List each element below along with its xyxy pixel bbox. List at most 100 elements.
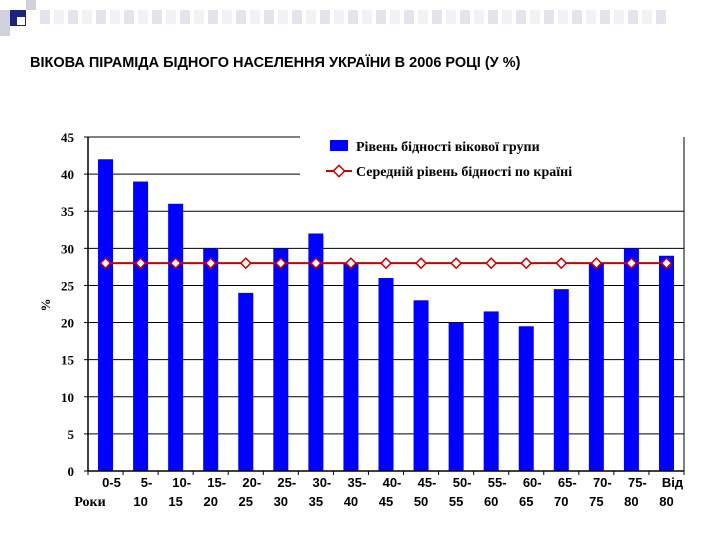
deco-tile [194,10,204,24]
deco-tile [166,10,176,24]
deco-tile [656,10,666,24]
y-tick-label: 45 [61,130,75,145]
deco-tile [320,10,330,24]
average-line-series [99,257,673,270]
y-tick-label: 25 [61,278,75,293]
line-point [625,257,638,270]
line-point [309,257,322,270]
x-axis-label: Роки [74,495,105,510]
y-tick-label: 40 [61,167,74,182]
x-tick-label: 80 [659,494,673,509]
bar [343,263,359,471]
bar [588,263,604,471]
x-tick-label: 70 [554,494,568,509]
x-tick-label: 20 [203,494,217,509]
deco-tile [306,10,316,24]
x-tick-label: 80 [624,494,638,509]
bar [168,203,184,472]
x-tick-label: 25 [239,494,253,509]
y-tick-label: 35 [61,204,75,219]
x-tick-label: 45- [418,475,437,490]
y-tick-label: 0 [68,464,75,479]
deco-tile [264,10,274,24]
x-tick-label: 35 [309,494,323,509]
y-tick-labels: 0 5 10 15 20 25 30 35 40 45 [61,130,75,479]
x-tick-label: 15- [207,475,226,490]
bar [98,159,114,471]
x-tick-label: 70- [593,475,612,490]
x-tick-label: 55- [488,475,507,490]
x-tick-label: 25- [277,475,296,490]
deco-tile [40,10,50,24]
line-point [239,257,252,270]
deco-tile [208,10,218,24]
bar [378,278,394,471]
line-point [169,257,182,270]
deco-tile [628,10,638,24]
x-tick-label: 50- [453,475,472,490]
bar [273,248,289,471]
deco-tile [404,10,414,24]
deco-tile [250,10,260,24]
line-point [520,257,533,270]
y-tick-label: 5 [68,427,75,442]
deco-tile [180,10,190,24]
y-tick-label: 20 [61,316,74,331]
x-tick-label: 30 [274,494,288,509]
deco-tile [152,10,162,24]
x-tick-label: 10 [133,494,147,509]
page-title: ВІКОВА ПІРАМІДА БІДНОГО НАСЕЛЕННЯ УКРАЇН… [30,55,521,71]
legend-line-marker [332,164,346,178]
deco-tile [460,10,470,24]
bar [238,292,254,471]
bar [448,322,464,471]
bar [483,311,499,471]
x-tick-label: 0-5 [102,475,121,490]
line-point [660,257,673,270]
x-tick-label: 40 [344,494,358,509]
deco-tile [82,10,92,24]
deco-square-light [26,0,36,10]
deco-tile [362,10,372,24]
y-tick-label: 15 [61,353,75,368]
line-point [379,257,393,270]
deco-square-inner [17,17,25,25]
legend-bar-swatch [330,140,348,151]
y-tick-label: 10 [61,390,74,405]
x-tick-label: 60- [523,475,542,490]
line-point [555,257,568,270]
deco-tile [68,10,78,24]
y-tick-label: 30 [61,241,74,256]
x-tick-label: 15 [168,494,182,509]
bar-series [98,159,674,472]
bar [553,289,569,471]
x-tick-label: 65 [519,494,533,509]
line-point [590,257,603,270]
deco-tile [614,10,624,24]
bar [308,233,324,471]
header-decoration [0,0,666,36]
deco-tile [278,10,288,24]
y-axis-label: % [38,299,53,312]
bar [413,300,429,471]
x-tick-label: 50 [414,494,428,509]
axes [84,136,685,475]
deco-tile [516,10,526,24]
deco-tile [502,10,512,24]
x-tick-label: Від [662,475,684,490]
line-point [344,257,357,270]
x-tick-label: 10- [172,475,191,490]
x-tick-label: 35- [348,475,367,490]
x-tick-label: 40- [383,475,402,490]
deco-tile [124,10,134,24]
deco-tile [544,10,554,24]
deco-tile [446,10,456,24]
deco-tile [54,10,64,24]
deco-tile [110,10,120,24]
bar [133,181,149,472]
deco-tile [96,10,106,24]
x-tick-label: 55 [449,494,463,509]
x-tick-label: 60 [484,494,498,509]
line-point [134,257,147,270]
